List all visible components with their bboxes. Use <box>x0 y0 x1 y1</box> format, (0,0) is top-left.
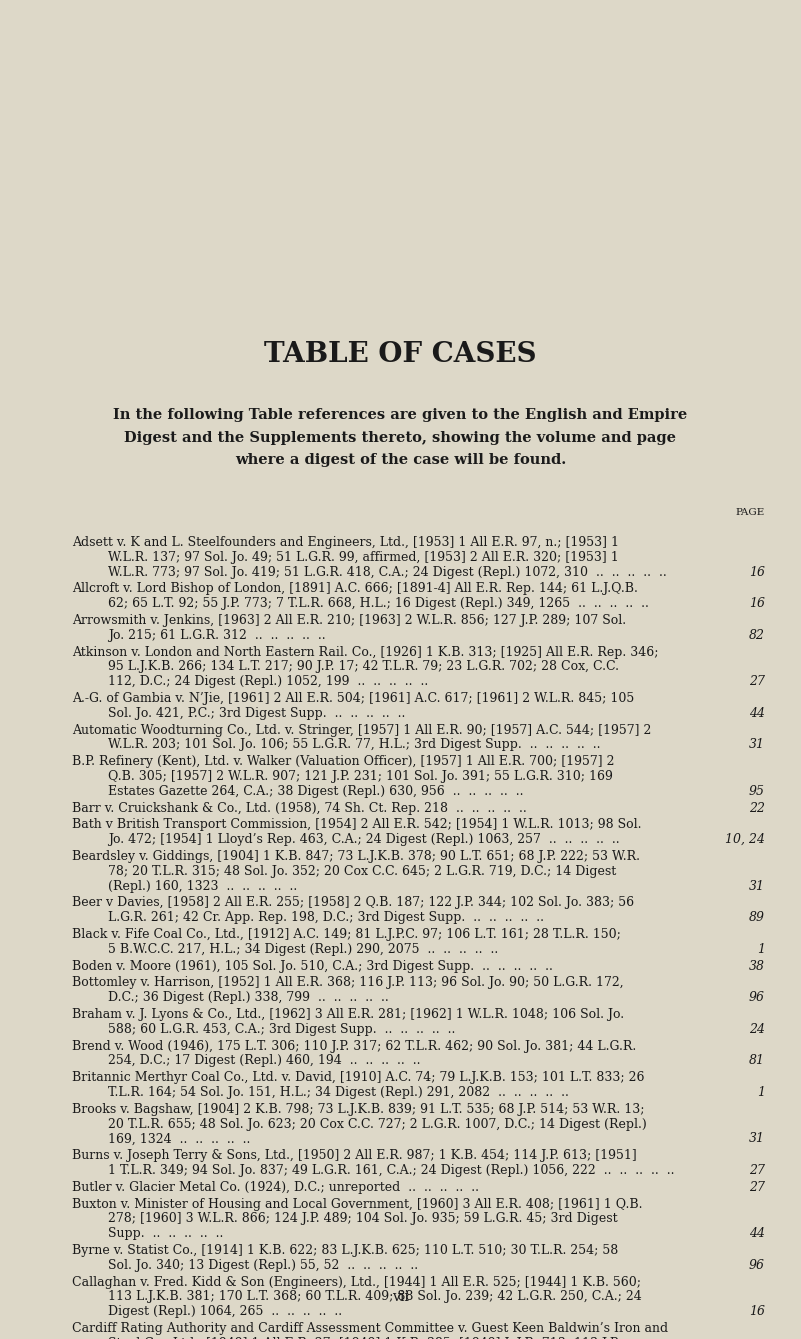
Text: 16: 16 <box>749 597 765 611</box>
Text: 5 B.W.C.C. 217, H.L.; 34 Digest (Repl.) 290, 2075  ..  ..  ..  ..  ..: 5 B.W.C.C. 217, H.L.; 34 Digest (Repl.) … <box>108 943 498 956</box>
Text: Byrne v. Statist Co., [1914] 1 K.B. 622; 83 L.J.K.B. 625; 110 L.T. 510; 30 T.L.R: Byrne v. Statist Co., [1914] 1 K.B. 622;… <box>72 1244 618 1257</box>
Text: 1: 1 <box>757 1086 765 1099</box>
Text: Q.B. 305; [1957] 2 W.L.R. 907; 121 J.P. 231; 101 Sol. Jo. 391; 55 L.G.R. 310; 16: Q.B. 305; [1957] 2 W.L.R. 907; 121 J.P. … <box>108 770 613 783</box>
Text: 31: 31 <box>749 880 765 893</box>
Text: Sol. Jo. 421, P.C.; 3rd Digest Supp.  ..  ..  ..  ..  ..: Sol. Jo. 421, P.C.; 3rd Digest Supp. .. … <box>108 707 405 720</box>
Text: Digest and the Supplements thereto, showing the volume and page: Digest and the Supplements thereto, show… <box>124 431 677 445</box>
Text: 44: 44 <box>749 1227 765 1240</box>
Text: Jo. 215; 61 L.G.R. 312  ..  ..  ..  ..  ..: Jo. 215; 61 L.G.R. 312 .. .. .. .. .. <box>108 629 326 641</box>
Text: 20 T.L.R. 655; 48 Sol. Jo. 623; 20 Cox C.C. 727; 2 L.G.R. 1007, D.C.; 14 Digest : 20 T.L.R. 655; 48 Sol. Jo. 623; 20 Cox C… <box>108 1118 646 1130</box>
Text: 31: 31 <box>749 738 765 751</box>
Text: In the following Table references are given to the English and Empire: In the following Table references are gi… <box>114 408 687 422</box>
Text: W.L.R. 203; 101 Sol. Jo. 106; 55 L.G.R. 77, H.L.; 3rd Digest Supp.  ..  ..  ..  : W.L.R. 203; 101 Sol. Jo. 106; 55 L.G.R. … <box>108 738 601 751</box>
Text: 27: 27 <box>749 675 765 688</box>
Text: 16: 16 <box>749 1306 765 1318</box>
Text: W.L.R. 773; 97 Sol. Jo. 419; 51 L.G.R. 418, C.A.; 24 Digest (Repl.) 1072, 310  .: W.L.R. 773; 97 Sol. Jo. 419; 51 L.G.R. 4… <box>108 565 666 578</box>
Text: Estates Gazette 264, C.A.; 38 Digest (Repl.) 630, 956  ..  ..  ..  ..  ..: Estates Gazette 264, C.A.; 38 Digest (Re… <box>108 785 524 798</box>
Text: Sol. Jo. 340; 13 Digest (Repl.) 55, 52  ..  ..  ..  ..  ..: Sol. Jo. 340; 13 Digest (Repl.) 55, 52 .… <box>108 1259 418 1272</box>
Text: 96: 96 <box>749 991 765 1004</box>
Text: 27: 27 <box>749 1164 765 1177</box>
Text: 24: 24 <box>749 1023 765 1036</box>
Text: 278; [1960] 3 W.L.R. 866; 124 J.P. 489; 104 Sol. Jo. 935; 59 L.G.R. 45; 3rd Dige: 278; [1960] 3 W.L.R. 866; 124 J.P. 489; … <box>108 1212 618 1225</box>
Text: where a digest of the case will be found.: where a digest of the case will be found… <box>235 454 566 467</box>
Text: Adsett v. K and L. Steelfounders and Engineers, Ltd., [1953] 1 All E.R. 97, n.; : Adsett v. K and L. Steelfounders and Eng… <box>72 536 619 549</box>
Text: Supp.  ..  ..  ..  ..  ..: Supp. .. .. .. .. .. <box>108 1227 223 1240</box>
Text: Boden v. Moore (1961), 105 Sol. Jo. 510, C.A.; 3rd Digest Supp.  ..  ..  ..  .. : Boden v. Moore (1961), 105 Sol. Jo. 510,… <box>72 960 553 972</box>
Text: TABLE OF CASES: TABLE OF CASES <box>264 341 537 368</box>
Text: vii: vii <box>392 1289 409 1304</box>
Text: 1 T.L.R. 349; 94 Sol. Jo. 837; 49 L.G.R. 161, C.A.; 24 Digest (Repl.) 1056, 222 : 1 T.L.R. 349; 94 Sol. Jo. 837; 49 L.G.R.… <box>108 1164 674 1177</box>
Text: D.C.; 36 Digest (Repl.) 338, 799  ..  ..  ..  ..  ..: D.C.; 36 Digest (Repl.) 338, 799 .. .. .… <box>108 991 388 1004</box>
Text: Automatic Woodturning Co., Ltd. v. Stringer, [1957] 1 All E.R. 90; [1957] A.C. 5: Automatic Woodturning Co., Ltd. v. Strin… <box>72 723 651 736</box>
Text: 254, D.C.; 17 Digest (Repl.) 460, 194  ..  ..  ..  ..  ..: 254, D.C.; 17 Digest (Repl.) 460, 194 ..… <box>108 1054 421 1067</box>
Text: Bottomley v. Harrison, [1952] 1 All E.R. 368; 116 J.P. 113; 96 Sol. Jo. 90; 50 L: Bottomley v. Harrison, [1952] 1 All E.R.… <box>72 976 624 990</box>
Text: 78; 20 T.L.R. 315; 48 Sol. Jo. 352; 20 Cox C.C. 645; 2 L.G.R. 719, D.C.; 14 Dige: 78; 20 T.L.R. 315; 48 Sol. Jo. 352; 20 C… <box>108 865 616 878</box>
Text: Arrowsmith v. Jenkins, [1963] 2 All E.R. 210; [1963] 2 W.L.R. 856; 127 J.P. 289;: Arrowsmith v. Jenkins, [1963] 2 All E.R.… <box>72 615 626 627</box>
Text: Steel Co., Ltd., [1949] 1 All E.R. 27; [1949] 1 K.B. 385; [1949] L.J.R. 713; 113: Steel Co., Ltd., [1949] 1 All E.R. 27; [… <box>108 1336 620 1339</box>
Text: 81: 81 <box>749 1054 765 1067</box>
Text: 22: 22 <box>749 802 765 814</box>
Text: 95 L.J.K.B. 266; 134 L.T. 217; 90 J.P. 17; 42 T.L.R. 79; 23 L.G.R. 702; 28 Cox, : 95 L.J.K.B. 266; 134 L.T. 217; 90 J.P. 1… <box>108 660 619 674</box>
Text: Allcroft v. Lord Bishop of London, [1891] A.C. 666; [1891-4] All E.R. Rep. 144; : Allcroft v. Lord Bishop of London, [1891… <box>72 582 638 596</box>
Text: PAGE: PAGE <box>736 507 765 517</box>
Text: Barr v. Cruickshank & Co., Ltd. (1958), 74 Sh. Ct. Rep. 218  ..  ..  ..  ..  ..: Barr v. Cruickshank & Co., Ltd. (1958), … <box>72 802 527 814</box>
Text: T.L.R. 164; 54 Sol. Jo. 151, H.L.; 34 Digest (Repl.) 291, 2082  ..  ..  ..  ..  : T.L.R. 164; 54 Sol. Jo. 151, H.L.; 34 Di… <box>108 1086 569 1099</box>
Text: 169, 1324  ..  ..  ..  ..  ..: 169, 1324 .. .. .. .. .. <box>108 1133 251 1145</box>
Text: 112, D.C.; 24 Digest (Repl.) 1052, 199  ..  ..  ..  ..  ..: 112, D.C.; 24 Digest (Repl.) 1052, 199 .… <box>108 675 429 688</box>
Text: Bath v British Transport Commission, [1954] 2 All E.R. 542; [1954] 1 W.L.R. 1013: Bath v British Transport Commission, [19… <box>72 818 642 832</box>
Text: (Repl.) 160, 1323  ..  ..  ..  ..  ..: (Repl.) 160, 1323 .. .. .. .. .. <box>108 880 297 893</box>
Text: 38: 38 <box>749 960 765 972</box>
Text: Brooks v. Bagshaw, [1904] 2 K.B. 798; 73 L.J.K.B. 839; 91 L.T. 535; 68 J.P. 514;: Brooks v. Bagshaw, [1904] 2 K.B. 798; 73… <box>72 1103 645 1115</box>
Text: 82: 82 <box>749 629 765 641</box>
Text: Digest (Repl.) 1064, 265  ..  ..  ..  ..  ..: Digest (Repl.) 1064, 265 .. .. .. .. .. <box>108 1306 342 1318</box>
Text: Black v. Fife Coal Co., Ltd., [1912] A.C. 149; 81 L.J.P.C. 97; 106 L.T. 161; 28 : Black v. Fife Coal Co., Ltd., [1912] A.C… <box>72 928 621 941</box>
Text: 27: 27 <box>749 1181 765 1194</box>
Text: Callaghan v. Fred. Kidd & Son (Engineers), Ltd., [1944] 1 All E.R. 525; [1944] 1: Callaghan v. Fred. Kidd & Son (Engineers… <box>72 1276 641 1288</box>
Text: 89: 89 <box>749 911 765 924</box>
Text: Atkinson v. London and North Eastern Rail. Co., [1926] 1 K.B. 313; [1925] All E.: Atkinson v. London and North Eastern Rai… <box>72 645 658 659</box>
Text: B.P. Refinery (Kent), Ltd. v. Walker (Valuation Officer), [1957] 1 All E.R. 700;: B.P. Refinery (Kent), Ltd. v. Walker (Va… <box>72 755 614 769</box>
Text: Cardiff Rating Authority and Cardiff Assessment Committee v. Guest Keen Baldwin’: Cardiff Rating Authority and Cardiff Ass… <box>72 1322 668 1335</box>
Text: L.G.R. 261; 42 Cr. App. Rep. 198, D.C.; 3rd Digest Supp.  ..  ..  ..  ..  ..: L.G.R. 261; 42 Cr. App. Rep. 198, D.C.; … <box>108 911 544 924</box>
Text: 62; 65 L.T. 92; 55 J.P. 773; 7 T.L.R. 668, H.L.; 16 Digest (Repl.) 349, 1265  ..: 62; 65 L.T. 92; 55 J.P. 773; 7 T.L.R. 66… <box>108 597 649 611</box>
Text: 588; 60 L.G.R. 453, C.A.; 3rd Digest Supp.  ..  ..  ..  ..  ..: 588; 60 L.G.R. 453, C.A.; 3rd Digest Sup… <box>108 1023 456 1036</box>
Text: 44: 44 <box>749 707 765 720</box>
Text: 1: 1 <box>757 943 765 956</box>
Text: Brend v. Wood (1946), 175 L.T. 306; 110 J.P. 317; 62 T.L.R. 462; 90 Sol. Jo. 381: Brend v. Wood (1946), 175 L.T. 306; 110 … <box>72 1039 636 1052</box>
Text: Butler v. Glacier Metal Co. (1924), D.C.; unreported  ..  ..  ..  ..  ..: Butler v. Glacier Metal Co. (1924), D.C.… <box>72 1181 479 1194</box>
Text: 31: 31 <box>749 1133 765 1145</box>
Text: Braham v. J. Lyons & Co., Ltd., [1962] 3 All E.R. 281; [1962] 1 W.L.R. 1048; 106: Braham v. J. Lyons & Co., Ltd., [1962] 3… <box>72 1008 624 1020</box>
Text: Buxton v. Minister of Housing and Local Government, [1960] 3 All E.R. 408; [1961: Buxton v. Minister of Housing and Local … <box>72 1197 642 1210</box>
Text: Britannic Merthyr Coal Co., Ltd. v. David, [1910] A.C. 74; 79 L.J.K.B. 153; 101 : Britannic Merthyr Coal Co., Ltd. v. Davi… <box>72 1071 645 1085</box>
Text: A.-G. of Gambia v. N’Jie, [1961] 2 All E.R. 504; [1961] A.C. 617; [1961] 2 W.L.R: A.-G. of Gambia v. N’Jie, [1961] 2 All E… <box>72 692 634 704</box>
Text: Burns v. Joseph Terry & Sons, Ltd., [1950] 2 All E.R. 987; 1 K.B. 454; 114 J.P. : Burns v. Joseph Terry & Sons, Ltd., [195… <box>72 1149 637 1162</box>
Text: Jo. 472; [1954] 1 Lloyd’s Rep. 463, C.A.; 24 Digest (Repl.) 1063, 257  ..  ..  .: Jo. 472; [1954] 1 Lloyd’s Rep. 463, C.A.… <box>108 833 620 846</box>
Text: Beer v Davies, [1958] 2 All E.R. 255; [1958] 2 Q.B. 187; 122 J.P. 344; 102 Sol. : Beer v Davies, [1958] 2 All E.R. 255; [1… <box>72 896 634 909</box>
Text: 96: 96 <box>749 1259 765 1272</box>
Text: 16: 16 <box>749 565 765 578</box>
Text: 95: 95 <box>749 785 765 798</box>
Text: 113 L.J.K.B. 381; 170 L.T. 368; 60 T.L.R. 409; 88 Sol. Jo. 239; 42 L.G.R. 250, C: 113 L.J.K.B. 381; 170 L.T. 368; 60 T.L.R… <box>108 1291 642 1303</box>
Text: 10, 24: 10, 24 <box>725 833 765 846</box>
Text: W.L.R. 137; 97 Sol. Jo. 49; 51 L.G.R. 99, affirmed, [1953] 2 All E.R. 320; [1953: W.L.R. 137; 97 Sol. Jo. 49; 51 L.G.R. 99… <box>108 550 618 564</box>
Text: Beardsley v. Giddings, [1904] 1 K.B. 847; 73 L.J.K.B. 378; 90 L.T. 651; 68 J.P. : Beardsley v. Giddings, [1904] 1 K.B. 847… <box>72 850 640 862</box>
